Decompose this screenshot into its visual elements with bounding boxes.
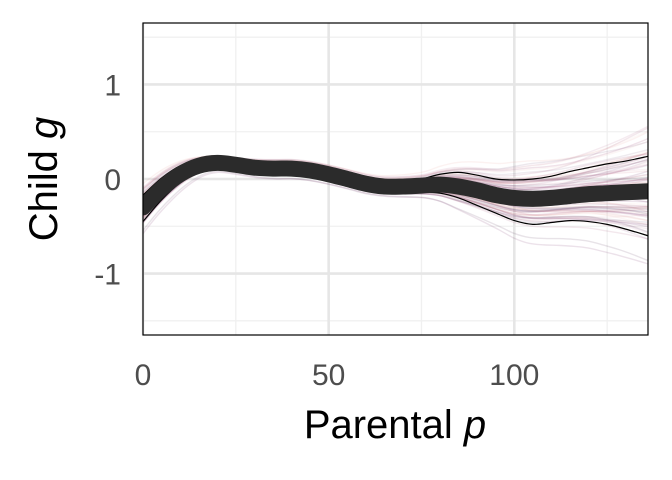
y-axis-title: Child g xyxy=(22,117,66,242)
y-tick-labels: -1 0 1 xyxy=(94,69,121,291)
y-tick-label: 1 xyxy=(104,69,121,102)
plot-panel-border xyxy=(142,22,649,336)
x-tick-label: 0 xyxy=(135,359,152,392)
mean-curve xyxy=(143,154,648,216)
y-tick-label: 0 xyxy=(104,164,121,197)
sample-curve xyxy=(143,170,648,262)
y-tick-label: -1 xyxy=(94,259,121,292)
sample-curve xyxy=(143,171,648,265)
grid-minor xyxy=(143,23,648,335)
x-tick-label: 100 xyxy=(489,359,539,392)
x-tick-labels: 0 50 100 xyxy=(135,359,540,392)
x-axis-title: Parental p xyxy=(304,403,486,447)
x-tick-label: 50 xyxy=(312,359,345,392)
mean-curve-layer xyxy=(143,154,648,216)
